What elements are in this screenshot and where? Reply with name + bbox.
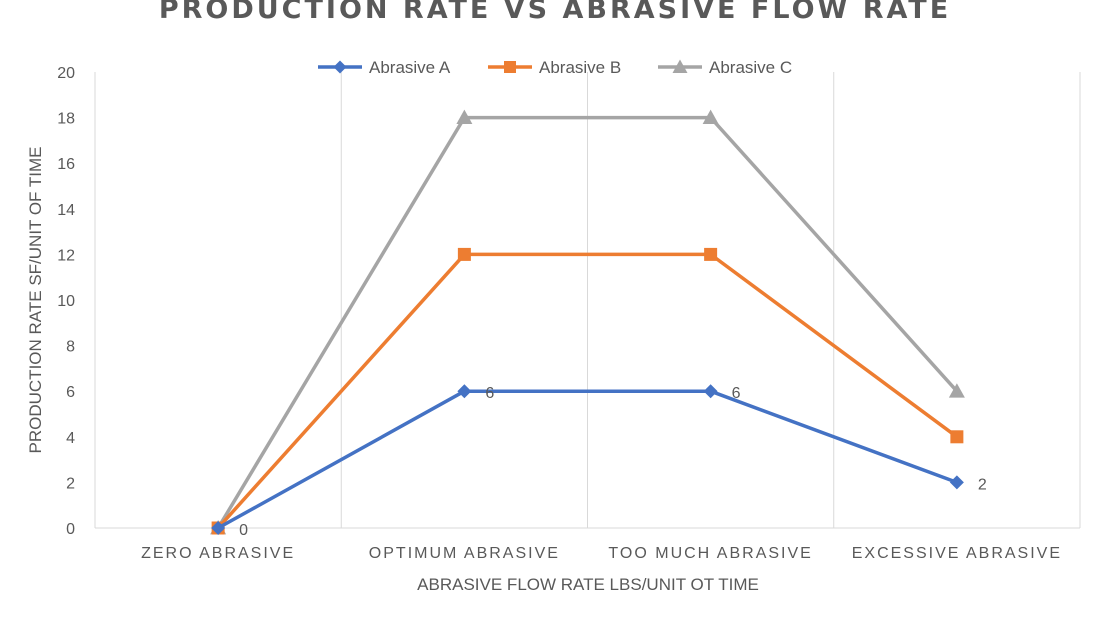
y-tick-label: 20 xyxy=(57,65,75,82)
y-tick-label: 18 xyxy=(57,111,75,128)
y-axis-title: PRODUCTION RATE SF/UNIT OF TIME xyxy=(26,147,45,454)
legend-label: Abrasive A xyxy=(369,58,451,77)
data-label: 2 xyxy=(978,476,987,493)
y-tick-label: 12 xyxy=(57,247,75,264)
legend-marker xyxy=(333,60,347,74)
y-tick-label: 2 xyxy=(66,475,75,492)
y-tick-label: 10 xyxy=(57,293,75,310)
series-group xyxy=(210,109,965,535)
x-tick-label: ZERO ABRASIVE xyxy=(141,545,295,562)
axes xyxy=(94,72,1080,529)
data-label: 6 xyxy=(732,385,741,402)
data-point-abrasive-a xyxy=(703,384,718,399)
legend-item-abrasive-a: Abrasive A xyxy=(318,58,451,77)
series-abrasive-a xyxy=(211,384,964,535)
x-tick-labels: ZERO ABRASIVE OPTIMUM ABRASIVE TOO MUCH AB… xyxy=(141,545,1062,562)
data-point-abrasive-c xyxy=(456,109,473,124)
legend-marker xyxy=(672,59,688,73)
y-tick-label: 8 xyxy=(66,339,75,356)
data-point-abrasive-a xyxy=(211,521,226,535)
x-tick-label: OPTIMUM ABRASIVE xyxy=(369,545,560,562)
y-tick-labels: 0 2 4 6 8 10 12 14 16 18 20 xyxy=(57,65,75,538)
y-tick-label: 4 xyxy=(66,430,75,447)
data-point-abrasive-a xyxy=(457,384,472,399)
data-point-abrasive-b xyxy=(704,247,718,261)
data-label: 0 xyxy=(239,522,248,539)
data-labels: 0 6 6 2 xyxy=(239,385,987,539)
data-point-abrasive-c xyxy=(948,383,965,398)
data-point-abrasive-b xyxy=(457,247,471,261)
y-tick-label: 0 xyxy=(66,521,75,538)
y-tick-label: 16 xyxy=(57,156,75,173)
data-point-abrasive-a xyxy=(949,475,964,490)
legend: Abrasive A Abrasive B Abrasive C xyxy=(318,58,792,77)
series-line-abrasive-a xyxy=(217,389,958,530)
data-point-abrasive-b xyxy=(950,430,964,444)
series-line-abrasive-b xyxy=(216,252,958,530)
legend-label: Abrasive B xyxy=(539,58,621,77)
y-tick-label: 6 xyxy=(66,384,75,401)
x-tick-label: TOO MUCH ABRASIVE xyxy=(608,545,812,562)
x-axis-title: ABRASIVE FLOW RATE LBS/UNIT OT TIME xyxy=(417,575,759,594)
legend-item-abrasive-c: Abrasive C xyxy=(658,58,792,77)
legend-item-abrasive-b: Abrasive B xyxy=(488,58,621,77)
grid-lines xyxy=(340,72,1081,528)
x-tick-label: EXCESSIVE ABRASIVE xyxy=(852,545,1062,562)
legend-label: Abrasive C xyxy=(709,58,792,77)
y-tick-label: 14 xyxy=(57,202,75,219)
data-label: 6 xyxy=(485,385,494,402)
legend-marker xyxy=(504,61,516,73)
chart-title: PRODUCTION RATE VS ABRASIVE FLOW RATE xyxy=(159,0,951,25)
data-point-abrasive-c xyxy=(702,109,719,124)
series-line-abrasive-c xyxy=(216,115,959,529)
